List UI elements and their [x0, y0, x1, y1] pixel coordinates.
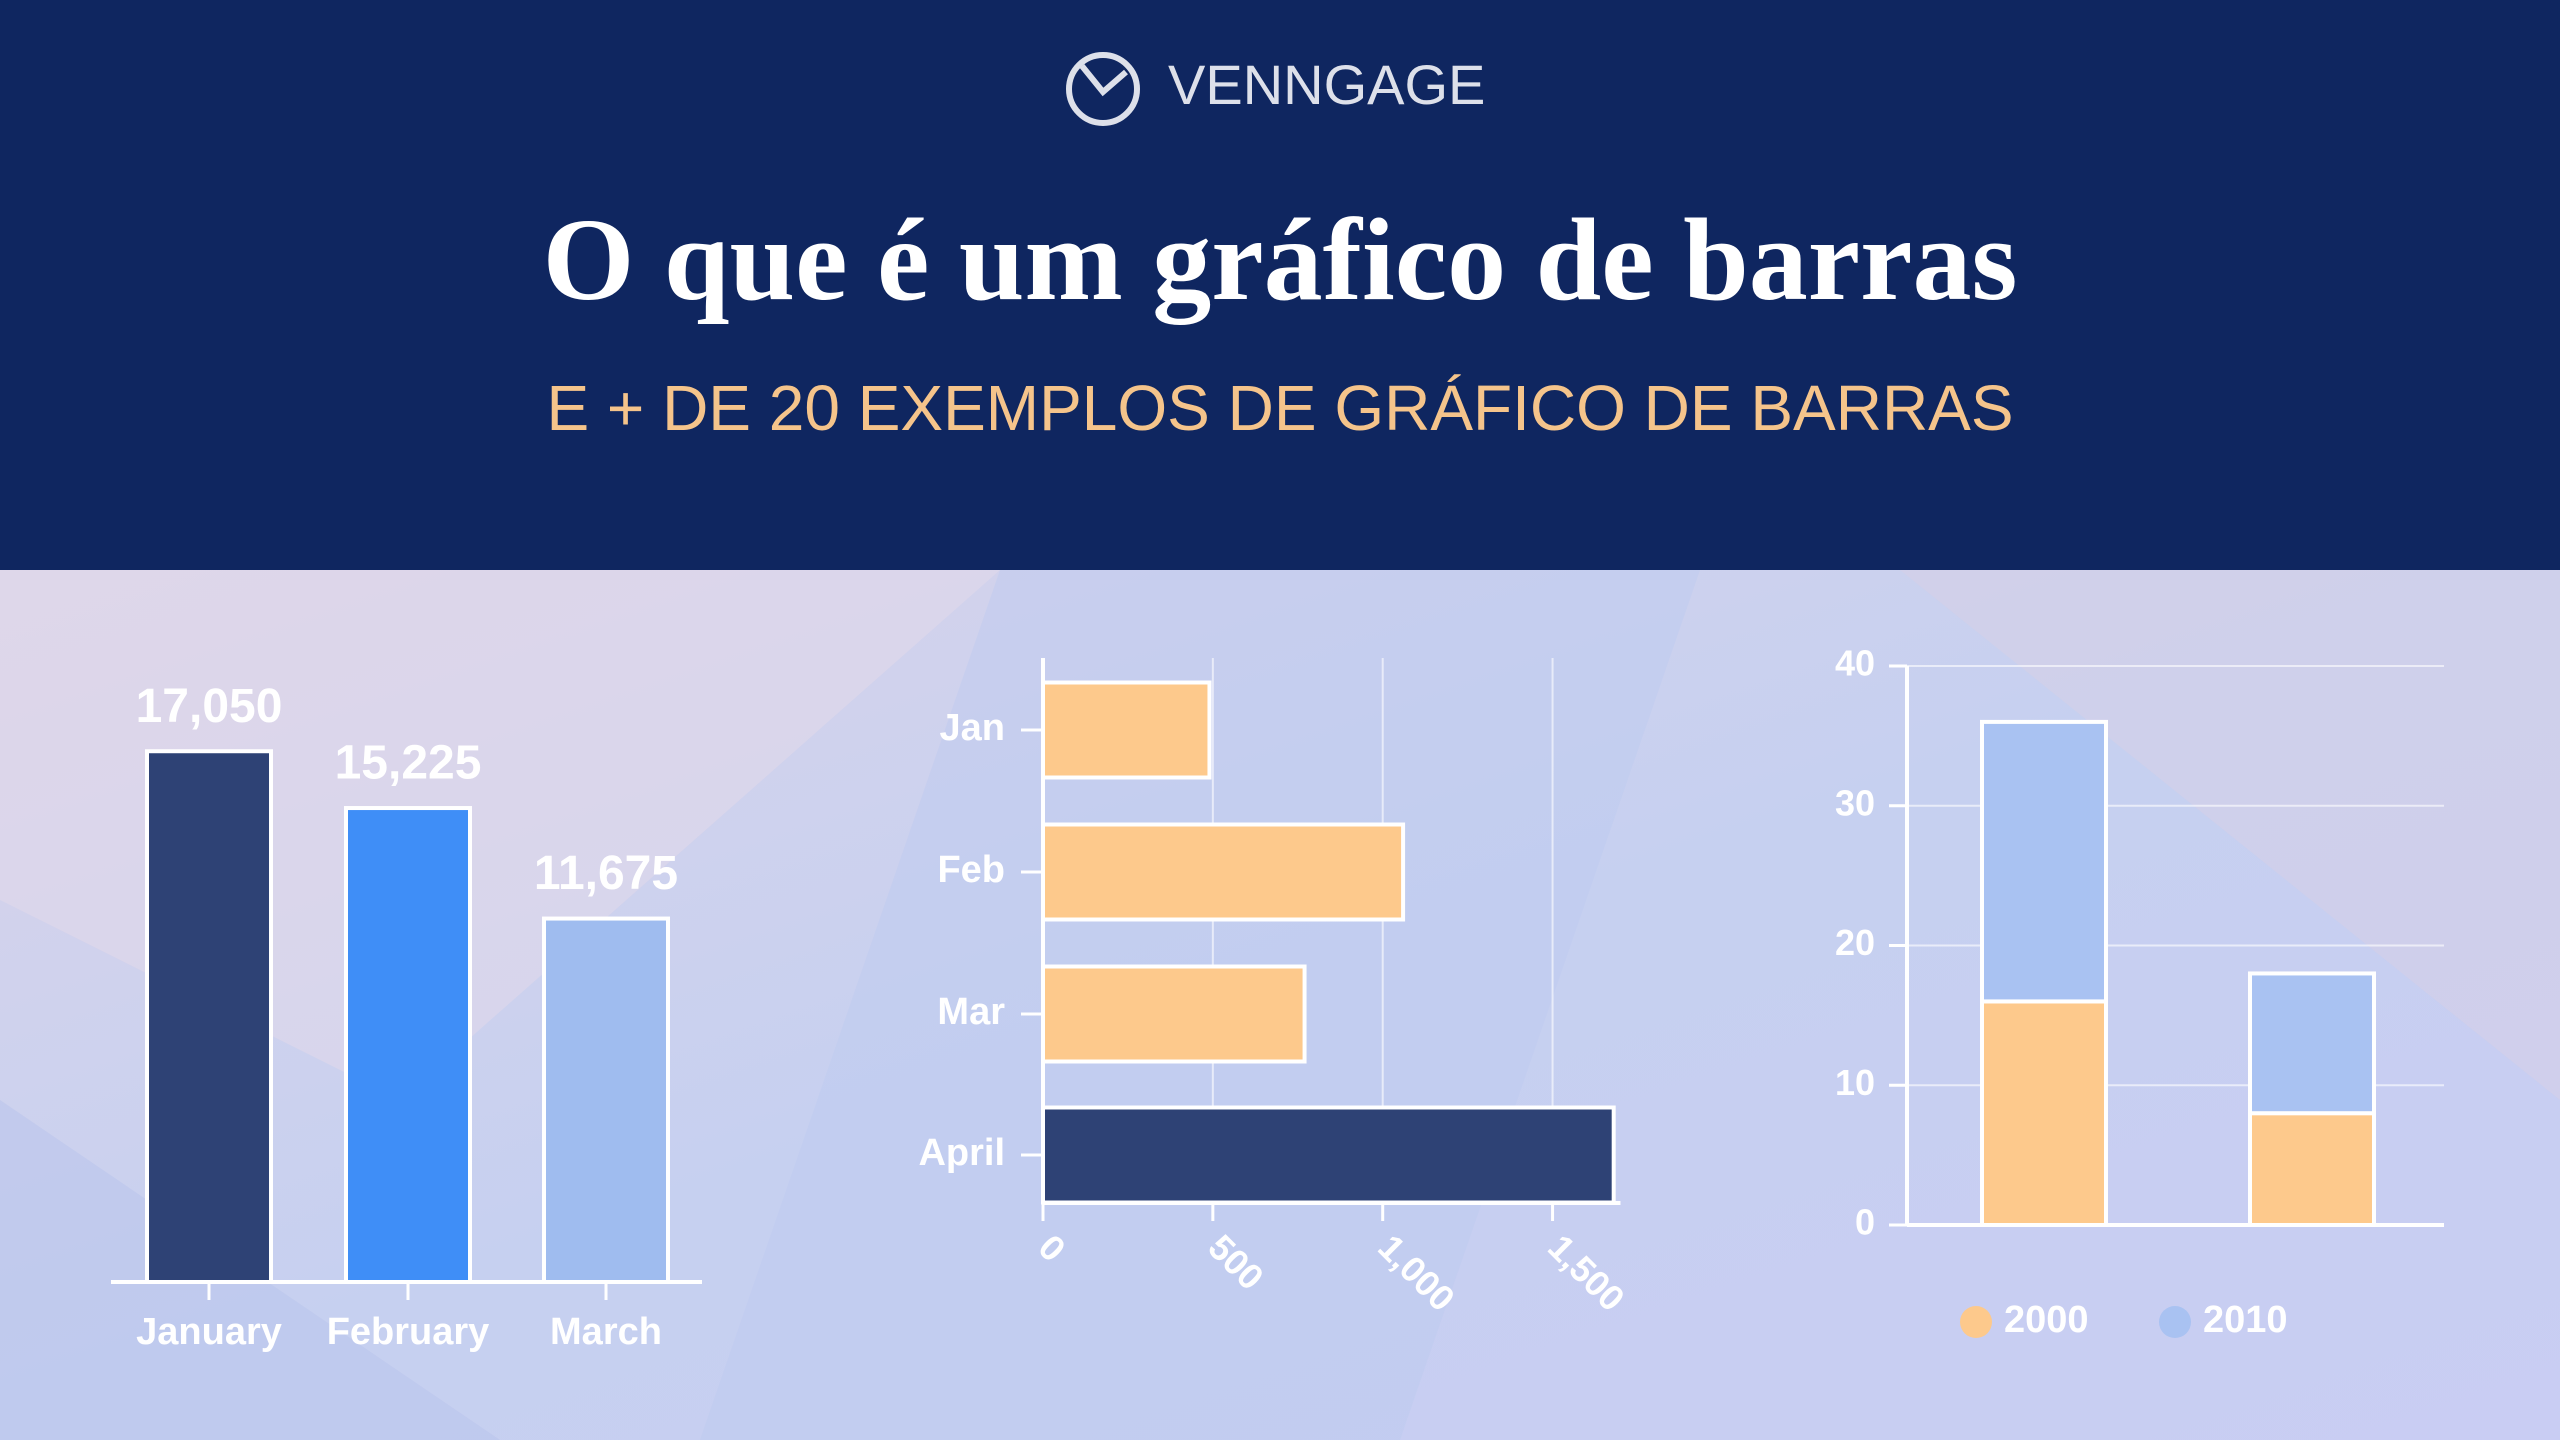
y-tick-label: 20 — [1835, 922, 1875, 963]
logo-icon — [1066, 52, 1140, 126]
x-tick-label: January — [136, 1311, 282, 1353]
y-tick-label: Feb — [937, 849, 1005, 891]
value-label: 15,225 — [335, 737, 482, 790]
bar-segment — [2248, 971, 2376, 1116]
legend-label: 2000 — [2004, 1299, 2089, 1341]
value-label: 17,050 — [136, 680, 283, 733]
title: O que é um gráfico de barras — [543, 194, 2018, 325]
bar — [542, 916, 670, 1284]
x-tick-label: February — [327, 1311, 490, 1353]
subtitle: E + DE 20 EXEMPLOS DE GRÁFICO DE BARRAS — [546, 372, 2013, 444]
y-tick-label: 30 — [1835, 782, 1875, 823]
header — [0, 0, 2560, 570]
y-tick-label: April — [918, 1132, 1005, 1174]
y-tick-label: Mar — [937, 991, 1005, 1033]
legend-marker — [1960, 1306, 1992, 1338]
bar — [145, 749, 273, 1284]
bar-segment — [2248, 1111, 2376, 1227]
bar-segment — [1980, 999, 2108, 1228]
x-tick-label: March — [550, 1311, 662, 1353]
legend-marker — [2159, 1306, 2191, 1338]
legend-label: 2010 — [2203, 1299, 2288, 1341]
bar-segment — [1980, 719, 2108, 1004]
value-label: 11,675 — [534, 847, 678, 900]
bar — [1041, 964, 1307, 1064]
logo-text: VENNGAGE — [1168, 53, 1485, 116]
bar — [1041, 680, 1212, 780]
y-tick-label: 40 — [1835, 643, 1875, 684]
bar — [1041, 822, 1406, 922]
bg-shape — [1900, 570, 2560, 1100]
logo-icon — [1079, 64, 1128, 97]
bar — [1041, 1105, 1616, 1205]
y-tick-label: 0 — [1855, 1202, 1875, 1243]
y-tick-label: Jan — [940, 707, 1005, 749]
y-tick-label: 10 — [1835, 1062, 1875, 1103]
bar — [344, 806, 472, 1285]
